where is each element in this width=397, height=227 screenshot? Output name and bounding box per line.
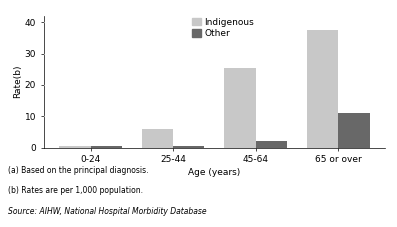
Text: (a) Based on the principal diagnosis.: (a) Based on the principal diagnosis. [8,166,148,175]
Text: Source: AIHW, National Hospital Morbidity Database: Source: AIHW, National Hospital Morbidit… [8,207,206,216]
Y-axis label: Rate(b): Rate(b) [13,65,22,99]
Bar [142,129,173,148]
Bar [338,113,370,148]
Bar [91,146,122,148]
Bar [59,146,91,148]
X-axis label: Age (years): Age (years) [188,168,241,177]
Bar [224,68,256,148]
Bar [307,30,338,148]
Bar [173,146,204,148]
Bar [256,141,287,148]
Text: (b) Rates are per 1,000 population.: (b) Rates are per 1,000 population. [8,186,143,195]
Legend: Indigenous, Other: Indigenous, Other [192,18,254,38]
